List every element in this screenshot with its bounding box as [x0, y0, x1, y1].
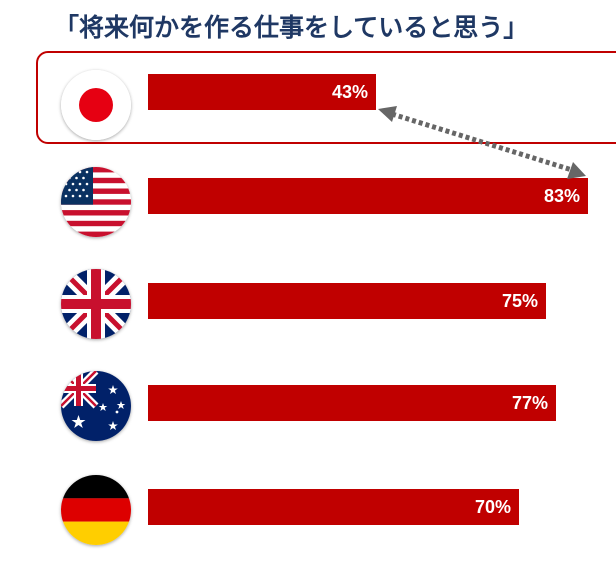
australia-bar: 77%	[148, 385, 556, 421]
japan-highlight-box	[36, 51, 616, 144]
usa-value-label: 83%	[543, 186, 580, 206]
uk-flag-icon	[61, 269, 131, 339]
arrowhead-right-icon	[567, 162, 586, 179]
usa-bar: 83%	[148, 178, 588, 214]
japan-flag-icon	[61, 70, 131, 140]
chart-title: 「将来何かを作る仕事をしていると思う」	[54, 13, 529, 42]
australia-flag-icon	[61, 371, 131, 441]
japan-value-label: 43%	[331, 82, 368, 102]
japan-bar: 43%	[148, 74, 376, 110]
uk-bar: 75%	[148, 283, 546, 319]
uk-value-label: 75%	[501, 291, 538, 311]
germany-flag-icon	[61, 475, 131, 545]
usa-flag-icon	[61, 167, 131, 237]
germany-bar: 70%	[148, 489, 519, 525]
australia-value-label: 77%	[511, 393, 548, 413]
germany-value-label: 70%	[474, 497, 511, 517]
